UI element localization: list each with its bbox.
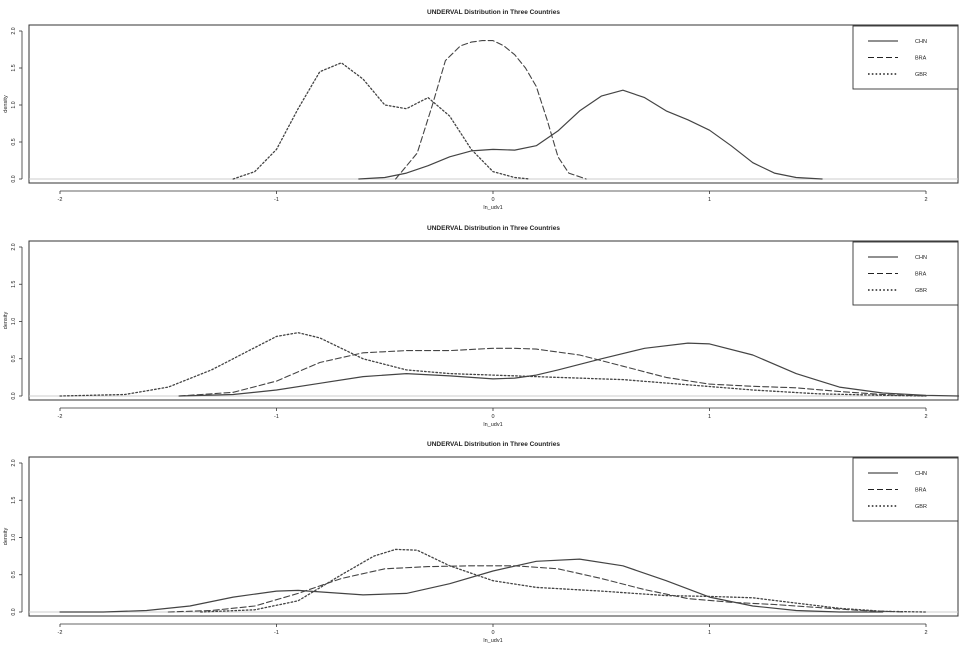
x-tick-label: 1 [708, 414, 711, 420]
y-tick-label: 1.5 [11, 497, 17, 504]
x-axis-label: ln_udv1 [483, 638, 502, 644]
legend-label-bra: BRA [915, 488, 927, 494]
x-tick-label: -2 [58, 414, 63, 420]
x-tick-label: -2 [58, 197, 63, 203]
y-tick-label: 0.0 [11, 175, 17, 182]
y-tick-label: 1.0 [11, 318, 17, 325]
x-tick-label: 0 [491, 414, 494, 420]
y-tick-label: 0.0 [11, 392, 17, 399]
legend-label-gbr: GBR [915, 72, 927, 78]
series-line-chn [178, 342, 960, 397]
y-tick-label: 1.0 [11, 534, 17, 541]
legend-label-chn: CHN [915, 255, 927, 261]
series-line-gbr [59, 332, 927, 397]
chart-title: UNDERVAL Distribution in Three Countries [427, 9, 560, 16]
series-line-gbr [232, 62, 531, 180]
legend-label-gbr: GBR [915, 288, 927, 294]
x-axis-label: ln_udv1 [483, 422, 502, 428]
series-line-chn [358, 89, 823, 180]
plot-frame [28, 240, 959, 401]
y-axis-label: density [3, 528, 9, 546]
legend: CHN BRA GBR [852, 241, 959, 306]
y-tick-label: 2.0 [11, 27, 17, 34]
series-line-bra [395, 40, 587, 180]
x-axis-label: ln_udv1 [483, 205, 502, 211]
x-tick-label: 0 [491, 630, 494, 636]
x-tick-label: 2 [924, 630, 927, 636]
y-axis-label: density [3, 95, 9, 113]
x-tick-label: -1 [274, 414, 279, 420]
x-tick-label: 0 [491, 197, 494, 203]
legend-label-chn: CHN [915, 39, 927, 45]
chart-panel-1: UNDERVAL Distribution in Three Countries… [3, 9, 959, 211]
series-line-bra [167, 565, 905, 613]
plot-frame [28, 456, 959, 617]
x-tick-label: 1 [708, 197, 711, 203]
y-tick-label: 1.0 [11, 101, 17, 108]
y-axis-label: density [3, 312, 9, 330]
legend-label-bra: BRA [915, 56, 927, 62]
chart-panel-2: UNDERVAL Distribution in Three Countries… [3, 225, 960, 428]
legend-label-gbr: GBR [915, 504, 927, 510]
plot-frame [28, 24, 959, 184]
y-tick-label: 1.5 [11, 281, 17, 288]
chart-title: UNDERVAL Distribution in Three Countries [427, 441, 560, 448]
chart-title: UNDERVAL Distribution in Three Countries [427, 225, 560, 232]
series-line-gbr [200, 548, 927, 613]
y-tick-label: 0.5 [11, 138, 17, 145]
x-tick-label: -1 [274, 197, 279, 203]
x-tick-label: -2 [58, 630, 63, 636]
legend: CHN BRA GBR [852, 457, 959, 522]
y-tick-label: 0.0 [11, 608, 17, 615]
x-tick-label: 2 [924, 197, 927, 203]
y-tick-label: 2.0 [11, 243, 17, 250]
legend: CHN BRA GBR [852, 25, 959, 90]
chart-panel-3: UNDERVAL Distribution in Three Countries… [3, 441, 959, 644]
x-tick-label: -1 [274, 630, 279, 636]
x-tick-label: 1 [708, 630, 711, 636]
y-tick-label: 2.0 [11, 459, 17, 466]
y-tick-label: 0.5 [11, 571, 17, 578]
y-tick-label: 1.5 [11, 64, 17, 71]
legend-label-chn: CHN [915, 471, 927, 477]
x-tick-label: 2 [924, 414, 927, 420]
y-tick-label: 0.5 [11, 355, 17, 362]
legend-label-bra: BRA [915, 272, 927, 278]
series-line-bra [178, 347, 927, 397]
